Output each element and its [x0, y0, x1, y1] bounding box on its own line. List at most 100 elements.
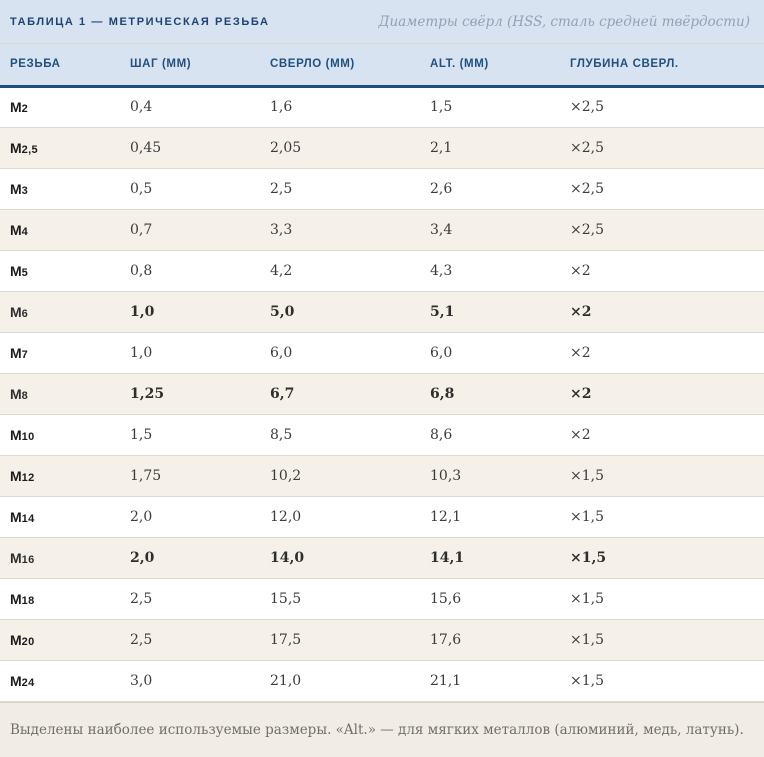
alt-cell: 12,1	[420, 496, 560, 538]
thread-cell: M12	[0, 455, 120, 497]
drill-cell: 6,0	[260, 332, 420, 374]
alt-cell: 5,1	[420, 291, 560, 333]
table-row: M24 3,0 21,0 21,1 ×1,5	[0, 660, 764, 702]
alt-cell: 21,1	[420, 660, 560, 702]
thread-cell: M18	[0, 578, 120, 620]
depth-cell: ×2,5	[560, 86, 764, 128]
alt-cell: 2,1	[420, 127, 560, 169]
drill-cell: 8,5	[260, 414, 420, 456]
drill-cell: 2,5	[260, 168, 420, 210]
pitch-cell: 2,5	[120, 578, 260, 620]
column-header-alt: ALT. (ММ)	[420, 44, 560, 88]
pitch-cell: 1,0	[120, 332, 260, 374]
drill-cell: 4,2	[260, 250, 420, 292]
drill-cell: 21,0	[260, 660, 420, 702]
table-row: M2 0,4 1,6 1,5 ×2,5	[0, 86, 764, 128]
table-row: M10 1,5 8,5 8,6 ×2	[0, 414, 764, 456]
pitch-cell: 1,0	[120, 291, 260, 333]
table-row: M20 2,5 17,5 17,6 ×1,5	[0, 619, 764, 661]
pitch-cell: 0,5	[120, 168, 260, 210]
drill-cell: 14,0	[260, 537, 420, 579]
drill-cell: 12,0	[260, 496, 420, 538]
thread-cell: M4	[0, 209, 120, 251]
depth-cell: ×2,5	[560, 209, 764, 251]
drill-cell: 15,5	[260, 578, 420, 620]
thread-cell: M2,5	[0, 127, 120, 169]
depth-cell: ×1,5	[560, 660, 764, 702]
thread-cell: M14	[0, 496, 120, 538]
pitch-cell: 0,7	[120, 209, 260, 251]
depth-cell: ×1,5	[560, 578, 764, 620]
table-row: M4 0,7 3,3 3,4 ×2,5	[0, 209, 764, 251]
pitch-cell: 0,45	[120, 127, 260, 169]
drill-cell: 3,3	[260, 209, 420, 251]
alt-cell: 10,3	[420, 455, 560, 497]
table-row: M3 0,5 2,5 2,6 ×2,5	[0, 168, 764, 210]
table-row: M14 2,0 12,0 12,1 ×1,5	[0, 496, 764, 538]
depth-cell: ×1,5	[560, 455, 764, 497]
table-row: M18 2,5 15,5 15,6 ×1,5	[0, 578, 764, 620]
alt-cell: 14,1	[420, 537, 560, 579]
table-subtitle: Диаметры свёрл (HSS, сталь средней твёрд…	[378, 13, 750, 30]
table-footnote: Выделены наиболее используемые размеры. …	[10, 721, 744, 738]
drill-cell: 2,05	[260, 127, 420, 169]
column-header-depth: ГЛУБИНА СВЕРЛ.	[560, 44, 764, 88]
depth-cell: ×1,5	[560, 537, 764, 579]
pitch-cell: 3,0	[120, 660, 260, 702]
pitch-cell: 1,75	[120, 455, 260, 497]
drill-cell: 17,5	[260, 619, 420, 661]
drill-cell: 5,0	[260, 291, 420, 333]
thread-cell: M16	[0, 537, 120, 579]
alt-cell: 15,6	[420, 578, 560, 620]
alt-cell: 3,4	[420, 209, 560, 251]
alt-cell: 1,5	[420, 86, 560, 128]
depth-cell: ×2,5	[560, 127, 764, 169]
depth-cell: ×2	[560, 373, 764, 415]
thread-cell: M7	[0, 332, 120, 374]
table-row: M2,5 0,45 2,05 2,1 ×2,5	[0, 127, 764, 169]
table-title: ТАБЛИЦА 1 — МЕТРИЧЕСКАЯ РЕЗЬБА	[10, 15, 270, 28]
table-title-bar: ТАБЛИЦА 1 — МЕТРИЧЕСКАЯ РЕЗЬБА Диаметры …	[0, 0, 764, 44]
table-row: M8 1,25 6,7 6,8 ×2	[0, 373, 764, 415]
depth-cell: ×2,5	[560, 168, 764, 210]
table-row: M5 0,8 4,2 4,3 ×2	[0, 250, 764, 292]
table-footnote-bar: Выделены наиболее используемые размеры. …	[0, 701, 764, 757]
column-header-drill: СВЕРЛО (ММ)	[260, 44, 420, 88]
thread-cell: M3	[0, 168, 120, 210]
pitch-cell: 2,0	[120, 496, 260, 538]
table-header-row: РЕЗЬБА ШАГ (ММ) СВЕРЛО (ММ) ALT. (ММ) ГЛ…	[0, 44, 764, 88]
table-row: M7 1,0 6,0 6,0 ×2	[0, 332, 764, 374]
thread-cell: M10	[0, 414, 120, 456]
pitch-cell: 1,25	[120, 373, 260, 415]
metric-thread-table: РЕЗЬБА ШАГ (ММ) СВЕРЛО (ММ) ALT. (ММ) ГЛ…	[0, 44, 764, 702]
pitch-cell: 2,0	[120, 537, 260, 579]
thread-cell: M2	[0, 86, 120, 128]
thread-cell: M6	[0, 291, 120, 333]
column-header-thread: РЕЗЬБА	[0, 44, 120, 88]
depth-cell: ×1,5	[560, 619, 764, 661]
alt-cell: 17,6	[420, 619, 560, 661]
alt-cell: 8,6	[420, 414, 560, 456]
depth-cell: ×2	[560, 250, 764, 292]
depth-cell: ×2	[560, 332, 764, 374]
depth-cell: ×2	[560, 291, 764, 333]
table-row: M16 2,0 14,0 14,1 ×1,5	[0, 537, 764, 579]
alt-cell: 4,3	[420, 250, 560, 292]
alt-cell: 2,6	[420, 168, 560, 210]
table-row: M6 1,0 5,0 5,1 ×2	[0, 291, 764, 333]
thread-cell: M20	[0, 619, 120, 661]
depth-cell: ×2	[560, 414, 764, 456]
thread-cell: M8	[0, 373, 120, 415]
pitch-cell: 0,4	[120, 86, 260, 128]
thread-cell: M24	[0, 660, 120, 702]
pitch-cell: 0,8	[120, 250, 260, 292]
drill-cell: 10,2	[260, 455, 420, 497]
drill-cell: 1,6	[260, 86, 420, 128]
thread-cell: M5	[0, 250, 120, 292]
drill-cell: 6,7	[260, 373, 420, 415]
table-row: M12 1,75 10,2 10,3 ×1,5	[0, 455, 764, 497]
table-body: M2 0,4 1,6 1,5 ×2,5 M2,5 0,45 2,05 2,1 ×2,5 M3 0,5 2…	[0, 86, 764, 702]
column-header-pitch: ШАГ (ММ)	[120, 44, 260, 88]
pitch-cell: 2,5	[120, 619, 260, 661]
